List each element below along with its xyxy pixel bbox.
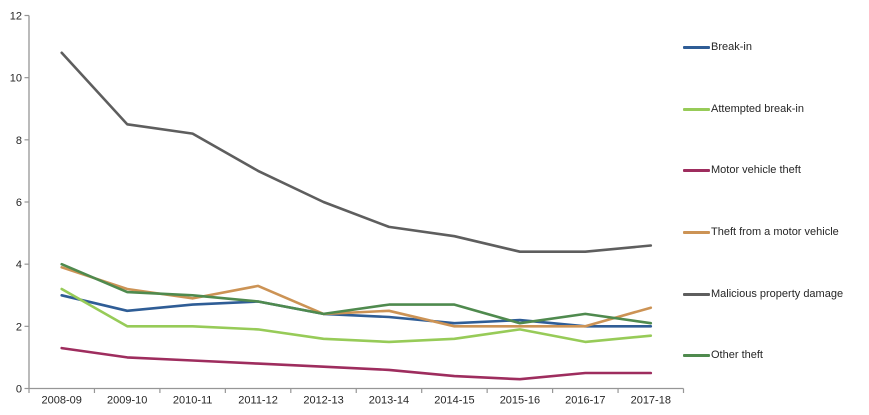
x-axis-category-label: 2013-14: [369, 395, 409, 407]
x-axis-category-label: 2012-13: [303, 395, 343, 407]
legend-entry-motor-vehicle-theft: Motor vehicle theft: [683, 163, 801, 177]
y-axis-tick-label: 0: [16, 384, 22, 396]
x-axis-category-label: 2009-10: [107, 395, 147, 407]
legend-label: Motor vehicle theft: [711, 164, 801, 176]
legend-label: Theft from a motor vehicle: [711, 226, 839, 238]
y-axis-tick-label: 12: [10, 11, 22, 23]
x-axis-category-label: 2011-12: [238, 395, 278, 407]
legend-label: Malicious property damage: [711, 288, 844, 300]
series-line-motor-vehicle-theft: [60, 346, 653, 381]
series-line-other-theft: [60, 262, 653, 325]
legend: Break-in Attempted break-in Motor vehicl…: [683, 0, 869, 415]
y-axis-tick-label: 6: [16, 197, 22, 209]
legend-swatch-break-in: [683, 45, 710, 49]
series-line-break-in: [60, 293, 653, 328]
legend-swatch-motor-vehicle-theft: [683, 168, 710, 172]
legend-swatch-other-theft: [683, 353, 710, 357]
legend-swatch-attempted-break-in: [683, 107, 710, 111]
legend-swatch-malicious-property-damage: [683, 292, 710, 296]
legend-entry-theft-from-a-motor-vehicle: Theft from a motor vehicle: [683, 225, 839, 239]
series-line-malicious-property-damage: [60, 51, 653, 253]
legend-entry-attempted-break-in: Attempted break-in: [683, 102, 804, 116]
x-axis-category-label: 2017-18: [631, 395, 671, 407]
legend-entry-break-in: Break-in: [683, 40, 752, 54]
x-axis-category-label: 2015-16: [500, 395, 540, 407]
legend-entry-malicious-property-damage: Malicious property damage: [683, 287, 843, 301]
x-axis-category-label: 2010-11: [173, 395, 213, 407]
y-axis-tick-label: 4: [16, 259, 22, 271]
x-axis-category-label: 2014-15: [434, 395, 474, 407]
legend-label: Break-in: [711, 41, 752, 53]
legend-label: Other theft: [711, 349, 763, 361]
y-axis-tick-label: 8: [16, 135, 22, 147]
series-line-attempted-break-in: [60, 287, 653, 344]
y-axis-tick-label: 2: [16, 321, 22, 333]
legend-swatch-theft-from-a-motor-vehicle: [683, 230, 710, 234]
x-axis-category-label: 2008-09: [42, 395, 82, 407]
legend-label: Attempted break-in: [711, 103, 804, 115]
x-axis-category-label: 2016-17: [565, 395, 605, 407]
legend-entry-other-theft: Other theft: [683, 348, 763, 362]
y-axis-tick-label: 10: [10, 73, 22, 85]
